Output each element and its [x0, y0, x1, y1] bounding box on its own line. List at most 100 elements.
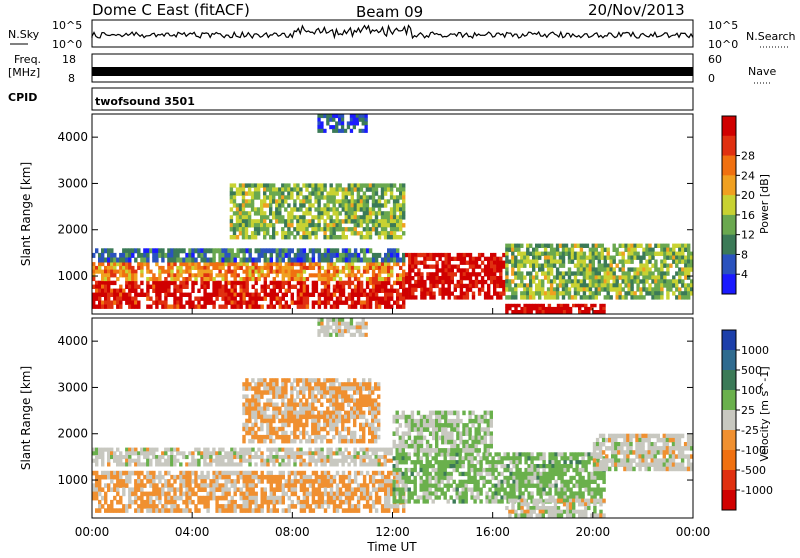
velocity-cell: [134, 459, 137, 463]
power-cell: [239, 211, 242, 215]
velocity-cell: [359, 403, 362, 408]
power-cell: [173, 297, 176, 301]
power-cell: [245, 219, 248, 223]
power-cell: [128, 281, 131, 285]
velocity-cell: [399, 495, 402, 499]
velocity-cell: [329, 394, 332, 399]
power-cell: [248, 191, 251, 195]
power-cell: [607, 279, 610, 283]
velocity-cell: [264, 475, 267, 480]
velocity-cell: [281, 435, 284, 440]
velocity-cell: [243, 483, 246, 488]
power-cell: [125, 301, 128, 305]
power-cell: [170, 305, 173, 309]
power-cell: [580, 256, 583, 260]
velocity-cell: [351, 496, 354, 501]
velocity-cell: [374, 419, 377, 424]
velocity-cell: [515, 480, 518, 484]
power-cell: [282, 253, 285, 258]
velocity-cell: [333, 504, 336, 509]
power-cell: [152, 289, 155, 293]
power-cell: [95, 297, 98, 301]
velocity-cell: [161, 483, 164, 488]
velocity-cell: [248, 455, 251, 459]
velocity-cell: [149, 475, 152, 480]
velocity-cell: [176, 459, 179, 463]
power-cell: [508, 295, 511, 299]
power-cell: [95, 285, 98, 289]
power-cell: [146, 253, 149, 258]
power-cell: [607, 275, 610, 279]
velocity-cell: [275, 386, 278, 391]
velocity-cell: [275, 415, 278, 420]
power-cell: [345, 297, 348, 301]
velocity-cell: [332, 382, 335, 387]
power-cell: [231, 273, 234, 277]
velocity-cell: [203, 451, 206, 455]
velocity-cell: [152, 500, 155, 505]
velocity-cell: [260, 423, 263, 428]
power-cell: [197, 273, 200, 277]
velocity-cell: [459, 484, 462, 488]
power-cell: [536, 310, 539, 314]
power-cell: [258, 305, 261, 309]
power-cell: [580, 267, 583, 271]
velocity-cell: [459, 460, 462, 464]
power-cell: [323, 231, 326, 235]
velocity-cell: [329, 403, 332, 408]
power-cell: [92, 277, 95, 281]
velocity-cell: [470, 495, 473, 499]
velocity-cell: [296, 415, 299, 420]
power-cell: [221, 248, 224, 253]
velocity-cell: [249, 487, 252, 492]
power-cell: [209, 293, 212, 297]
power-cell: [279, 266, 282, 270]
velocity-cell: [360, 492, 363, 497]
power-cell: [496, 257, 499, 261]
power-cell: [234, 297, 237, 301]
velocity-cell: [305, 462, 308, 466]
nsearch-label: N.Search: [746, 30, 796, 43]
power-cell: [330, 195, 333, 199]
velocity-cell: [348, 471, 351, 476]
power-cell: [266, 227, 269, 231]
velocity-cell: [342, 479, 345, 484]
power-cell: [563, 307, 566, 311]
power-cell: [176, 289, 179, 293]
velocity-cell: [399, 476, 402, 480]
power-cell: [541, 271, 544, 275]
velocity-cell: [494, 495, 497, 499]
velocity-cell: [491, 495, 494, 499]
power-cell: [267, 262, 270, 266]
power-cell: [194, 297, 197, 301]
velocity-cell: [375, 500, 378, 505]
power-cell: [520, 307, 523, 311]
power-cell: [420, 295, 423, 299]
power-cell: [396, 258, 399, 263]
power-cell: [351, 199, 354, 203]
velocity-cell: [368, 431, 371, 436]
velocity-cell: [414, 480, 417, 484]
power-cell: [324, 285, 327, 289]
power-cell: [231, 297, 234, 301]
velocity-cell: [152, 492, 155, 497]
velocity-cell: [323, 419, 326, 424]
power-cell: [660, 264, 663, 268]
power-cell: [390, 195, 393, 199]
velocity-cell: [353, 407, 356, 412]
velocity-cell: [387, 475, 390, 480]
velocity-cell: [257, 411, 260, 416]
power-cell: [290, 211, 293, 215]
power-cell: [580, 283, 583, 287]
velocity-cell: [255, 483, 258, 488]
power-cell: [233, 195, 236, 199]
power-cell: [387, 266, 390, 270]
power-cell: [327, 293, 330, 297]
power-cell: [622, 287, 625, 291]
power-cell: [194, 277, 197, 281]
power-cell: [327, 266, 330, 270]
power-cell: [411, 276, 414, 280]
velocity-cell: [92, 451, 95, 455]
velocity-cell: [128, 451, 131, 455]
velocity-cell: [203, 462, 206, 466]
